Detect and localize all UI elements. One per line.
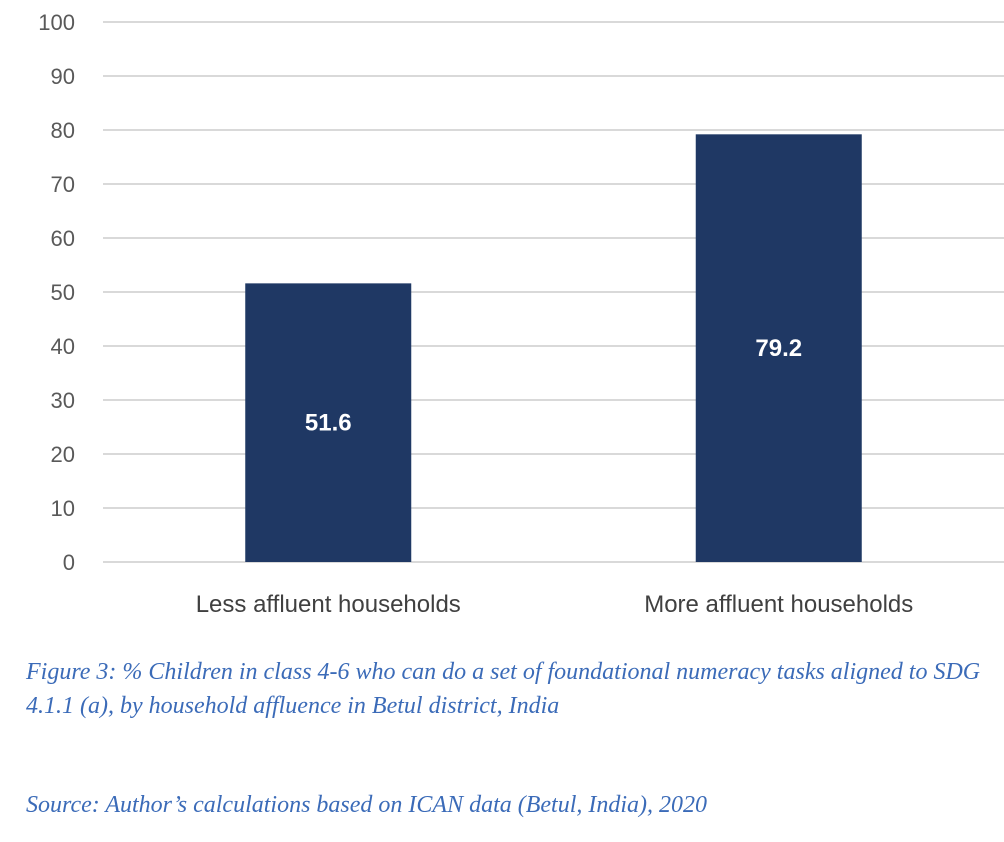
y-axis-tick-labels: 0 10 20 30 40 50 60 70 80 90 100 [38, 10, 75, 575]
y-tick-label-40: 40 [51, 334, 75, 359]
bar-chart: 0 10 20 30 40 50 60 70 80 90 100 51.6 79.2 Less aff… [38, 10, 1004, 618]
y-tick-label-60: 60 [51, 226, 75, 251]
y-tick-label-20: 20 [51, 442, 75, 467]
y-tick-label-0: 0 [63, 550, 75, 575]
gridlines [103, 21, 1004, 563]
y-tick-label-80: 80 [51, 118, 75, 143]
y-tick-label-70: 70 [51, 172, 75, 197]
y-tick-label-30: 30 [51, 388, 75, 413]
bars: 51.6 79.2 [245, 134, 862, 562]
x-category-label-1: Less affluent households [196, 591, 461, 618]
x-category-label-2: More affluent households [644, 591, 913, 618]
data-label-2: 79.2 [755, 335, 802, 362]
y-tick-label-50: 50 [51, 280, 75, 305]
figure-caption: Figure 3: % Children in class 4-6 who ca… [26, 659, 981, 719]
y-tick-label-10: 10 [51, 496, 75, 521]
bar-1 [245, 283, 412, 562]
y-tick-label-90: 90 [51, 64, 75, 89]
data-label-1: 51.6 [305, 410, 352, 437]
bar-2 [695, 134, 862, 562]
y-tick-label-100: 100 [38, 10, 75, 35]
source-caption: Source: Author’s calculations based on I… [26, 792, 708, 818]
x-axis-category-labels: Less affluent households More affluent ho… [196, 591, 914, 618]
